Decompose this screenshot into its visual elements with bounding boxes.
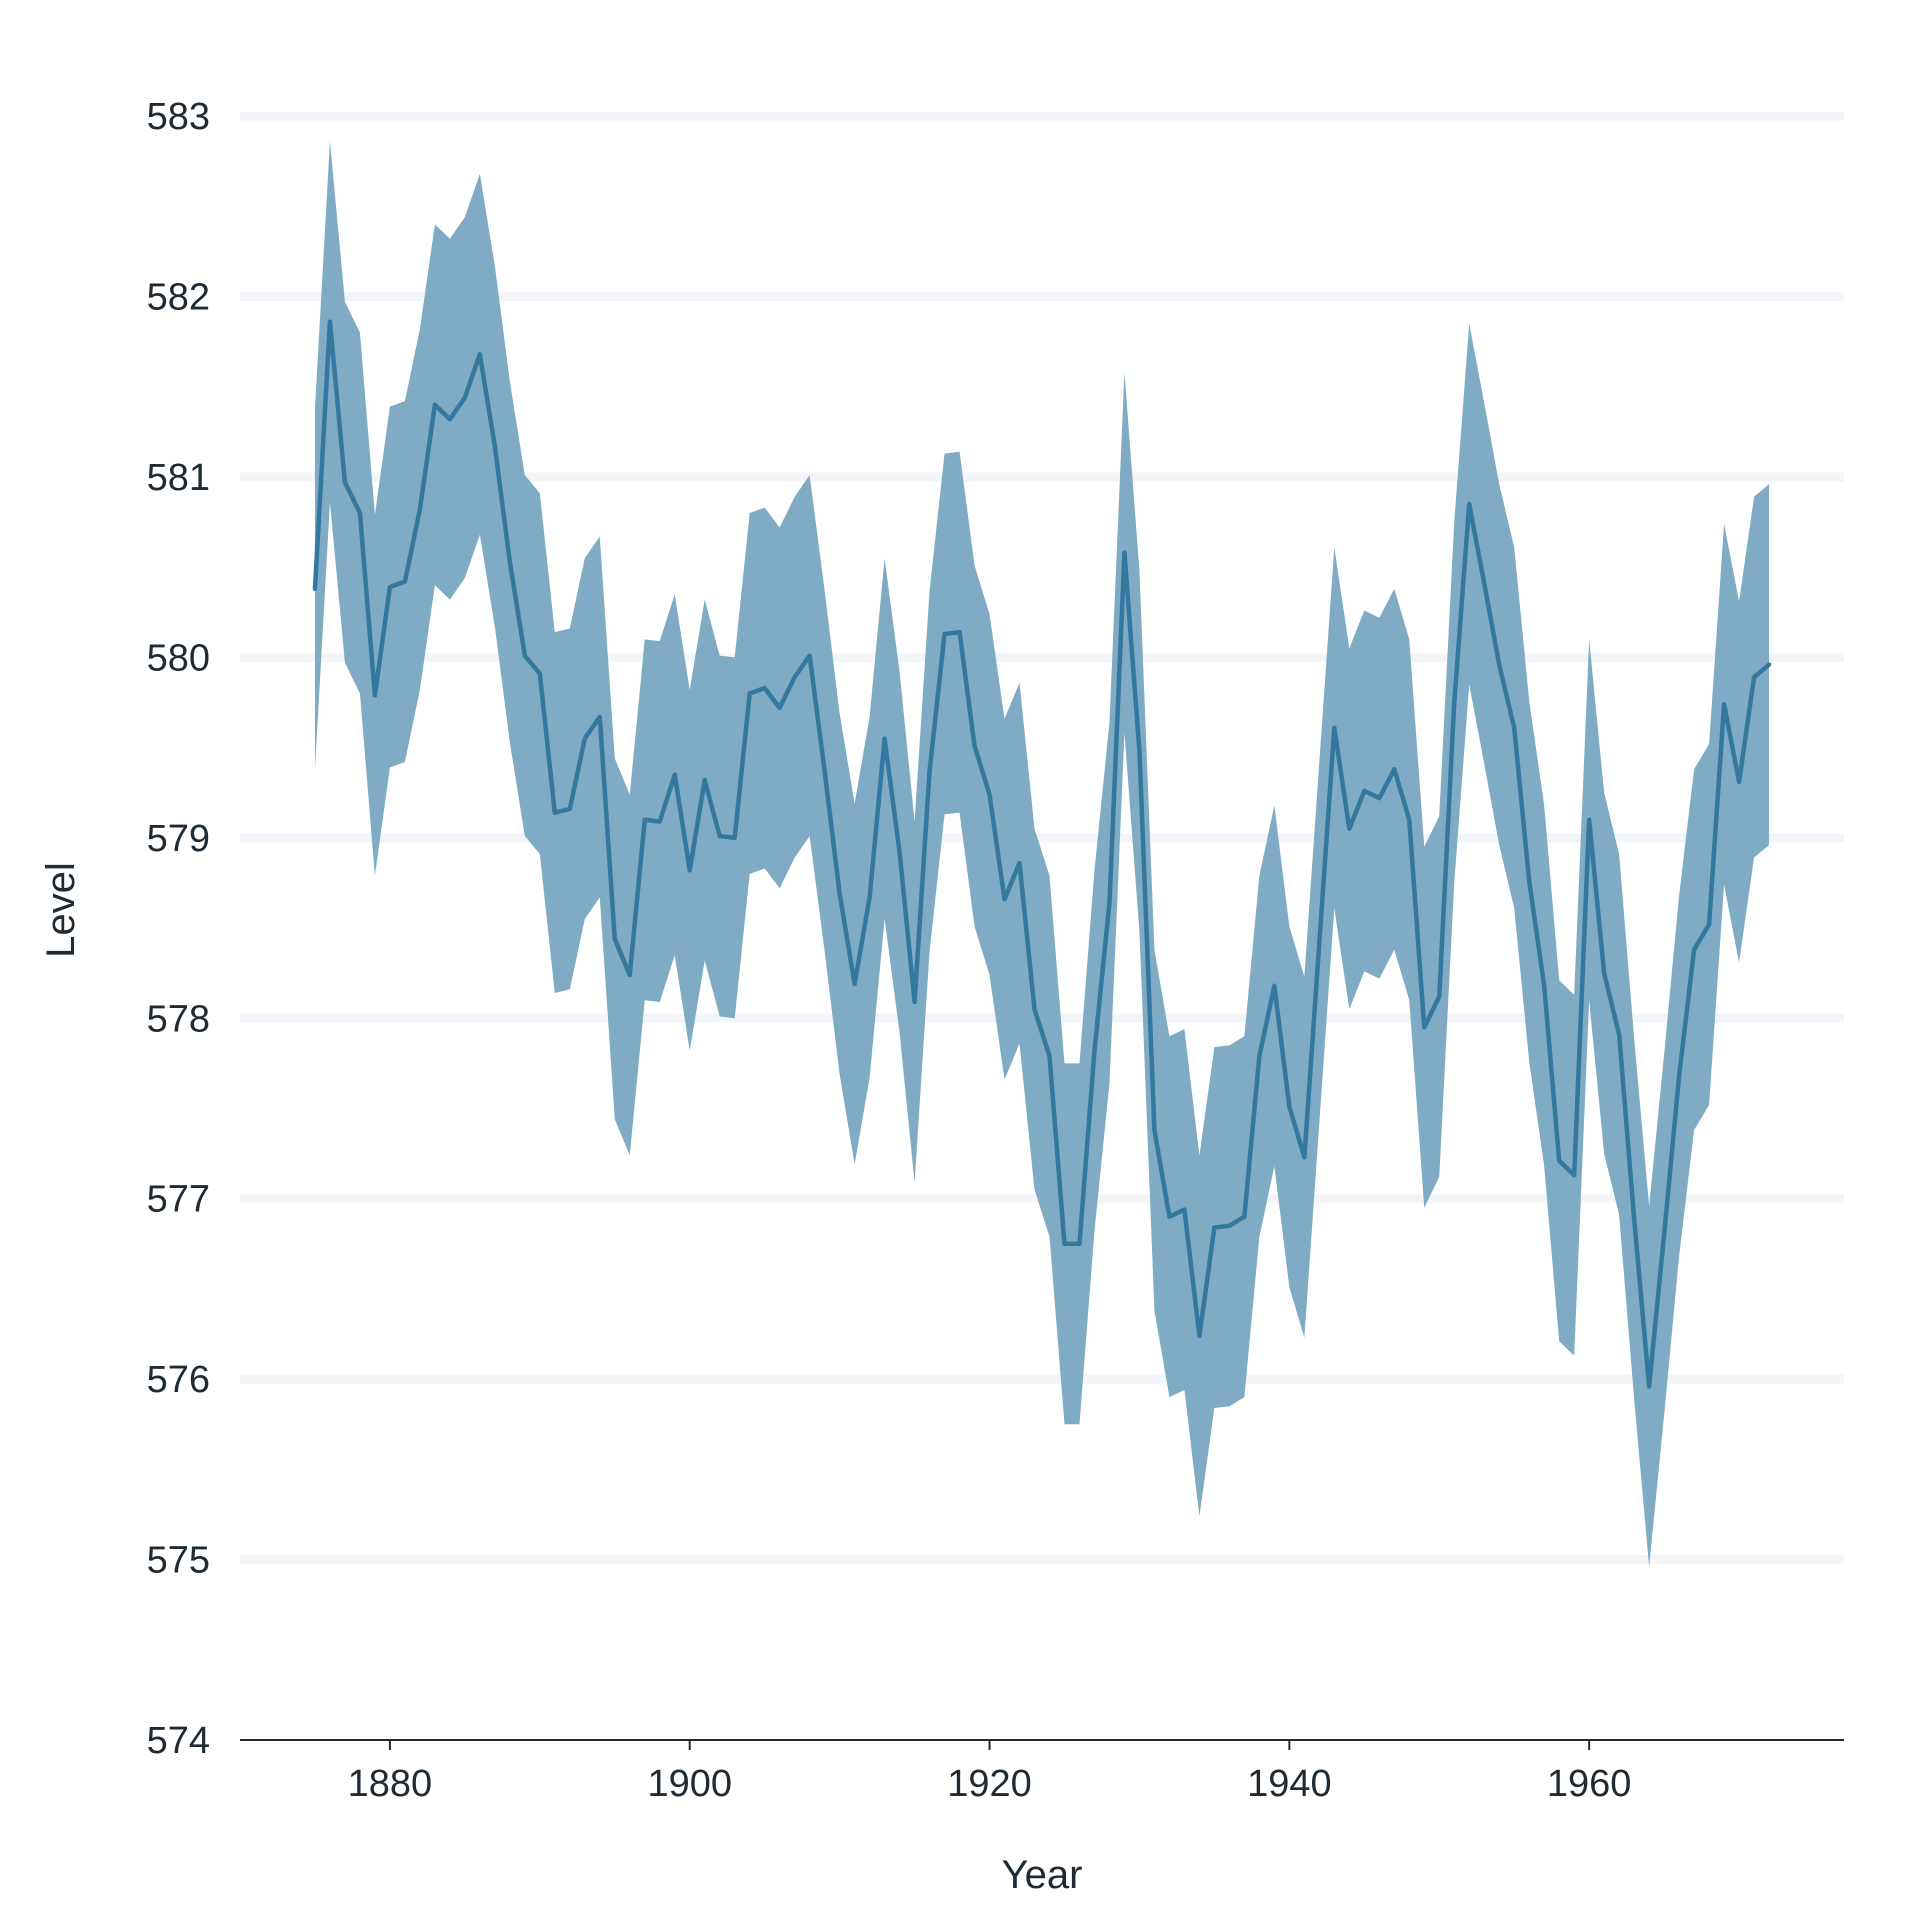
level-series-layer — [312, 319, 1772, 1389]
y-tick-label: 575 — [147, 1540, 210, 1582]
x-tick-label: 1920 — [947, 1763, 1032, 1805]
x-tick-label: 1960 — [1547, 1763, 1632, 1805]
y-tick-label: 578 — [147, 998, 210, 1040]
y-tick-label: 577 — [147, 1179, 210, 1221]
y-tick-label: 576 — [147, 1359, 210, 1401]
y-tick-label: 581 — [147, 457, 210, 499]
y-axis-title: Level — [39, 862, 83, 958]
x-tick-label: 1940 — [1247, 1763, 1332, 1805]
axes: 1880 1900 1920 1940 1960 574 575 576 577 578 579 58… — [147, 96, 1844, 1805]
x-tick-label: 1880 — [348, 1763, 433, 1805]
level-series-line — [312, 319, 1772, 1389]
x-tick-label: 1900 — [647, 1763, 732, 1805]
y-tick-label: 580 — [147, 637, 210, 679]
confidence-band — [314, 141, 1770, 1567]
y-tick-label: 579 — [147, 818, 210, 860]
x-axis-title: Year — [1002, 1853, 1083, 1897]
confidence-band-layer — [314, 141, 1770, 1567]
y-tick-label: 583 — [147, 96, 210, 138]
y-tick-label: 574 — [147, 1720, 210, 1762]
y-tick-label: 582 — [147, 277, 210, 319]
